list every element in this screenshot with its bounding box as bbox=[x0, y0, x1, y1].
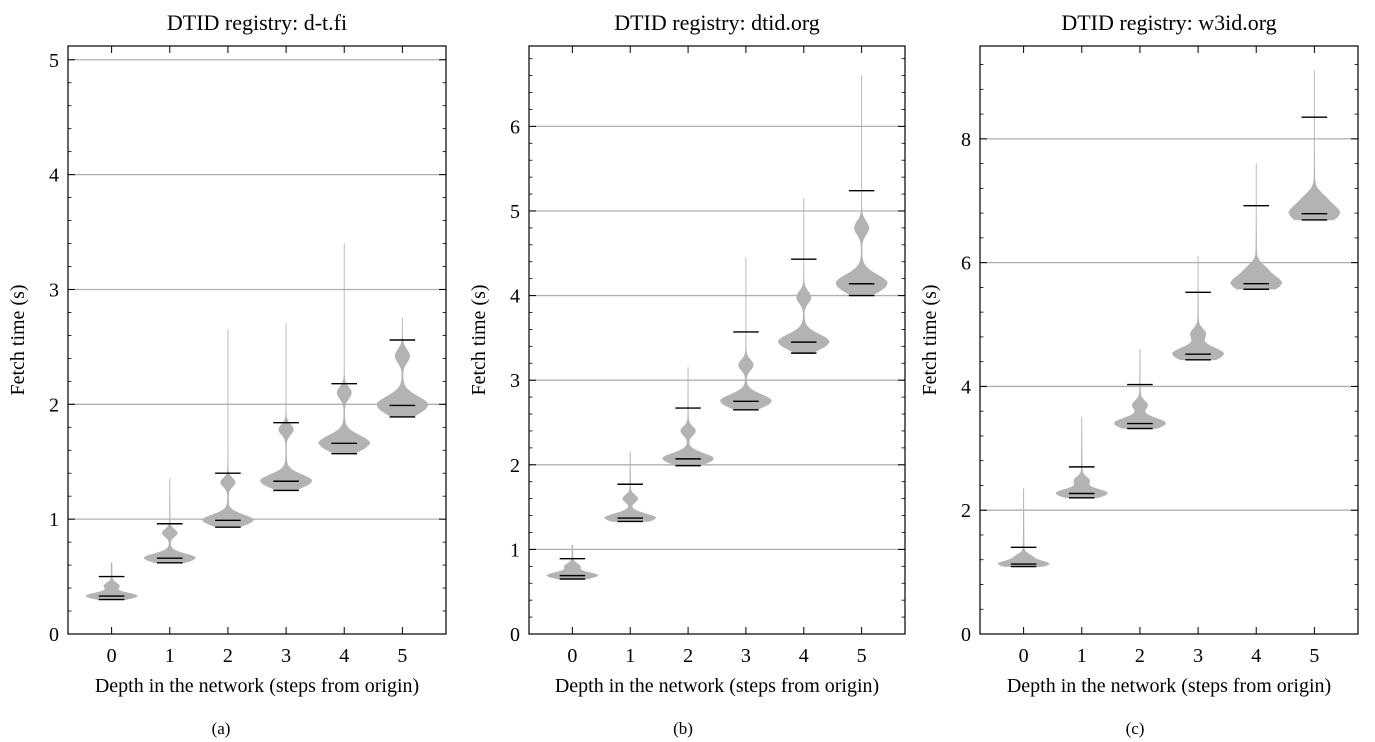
x-tick-label: 3 bbox=[1193, 645, 1203, 667]
y-tick-label: 2 bbox=[510, 455, 520, 477]
y-tick-label: 4 bbox=[961, 376, 971, 398]
axes-frame bbox=[979, 45, 1359, 635]
x-tick-label: 2 bbox=[683, 645, 693, 667]
y-tick-label: 4 bbox=[510, 286, 520, 308]
violin-body-depth-2 bbox=[1113, 348, 1166, 429]
violin-body-depth-4 bbox=[318, 243, 371, 454]
x-tick-label: 1 bbox=[165, 645, 175, 667]
violin-body-depth-1 bbox=[1055, 417, 1108, 499]
axes-frame bbox=[528, 45, 906, 635]
chart-panel-1: 0 1 2 3 4 5 6 0 1 2 3 4 5 DTID registry: dtid.org Dept… bbox=[468, 10, 906, 738]
violin-body-depth-4 bbox=[777, 197, 830, 354]
violin-body-depth-5 bbox=[376, 317, 429, 418]
x-tick-label: 3 bbox=[741, 645, 751, 667]
y-tick-label: 1 bbox=[510, 539, 520, 561]
violin-body-depth-0 bbox=[546, 544, 599, 580]
x-tick-label: 3 bbox=[281, 645, 291, 667]
x-tick-label: 0 bbox=[1019, 645, 1029, 667]
y-tick-label: 2 bbox=[961, 500, 971, 522]
x-tick-label: 4 bbox=[1251, 645, 1261, 667]
panel-caption: (a) bbox=[212, 719, 231, 738]
violin-body-depth-1 bbox=[143, 478, 196, 564]
y-axis-label: Fetch time (s) bbox=[7, 284, 29, 395]
x-axis-label: Depth in the network (steps from origin) bbox=[1007, 675, 1331, 697]
x-tick-label: 0 bbox=[567, 645, 577, 667]
violin-body-depth-3 bbox=[260, 323, 313, 491]
y-tick-label: 1 bbox=[49, 509, 59, 531]
x-tick-label: 0 bbox=[107, 645, 117, 667]
violin-body-depth-5 bbox=[835, 75, 888, 296]
y-tick-label: 3 bbox=[510, 370, 520, 392]
x-tick-label: 1 bbox=[625, 645, 635, 667]
y-tick-label: 4 bbox=[49, 165, 59, 187]
x-tick-label: 5 bbox=[857, 645, 867, 667]
panel-caption: (b) bbox=[673, 719, 693, 738]
violin-body-depth-5 bbox=[1288, 70, 1341, 221]
y-tick-label: 2 bbox=[49, 394, 59, 416]
chart-title: DTID registry: d-t.fi bbox=[167, 10, 347, 35]
y-axis-label: Fetch time (s) bbox=[468, 284, 490, 395]
x-tick-label: 5 bbox=[397, 645, 407, 667]
x-tick-label: 1 bbox=[1077, 645, 1087, 667]
x-tick-label: 2 bbox=[1135, 645, 1145, 667]
chart-title: DTID registry: dtid.org bbox=[614, 10, 820, 35]
y-tick-label: 5 bbox=[49, 50, 59, 72]
chart-panel-0: 0 1 2 3 4 5 0 1 2 3 4 5 DTID registry: d-t.fi Depth i… bbox=[7, 10, 447, 738]
violin-body-depth-3 bbox=[1172, 256, 1225, 361]
x-tick-label: 2 bbox=[223, 645, 233, 667]
y-tick-label: 5 bbox=[510, 201, 520, 223]
y-tick-label: 6 bbox=[961, 253, 971, 275]
x-tick-label: 5 bbox=[1309, 645, 1319, 667]
chart-panel-2: 0 2 4 6 8 0 1 2 3 4 5 DTID registry: w3id.org Depth … bbox=[919, 10, 1359, 738]
y-axis-label: Fetch time (s) bbox=[919, 284, 941, 395]
violin-body-depth-4 bbox=[1230, 163, 1283, 290]
y-tick-label: 0 bbox=[510, 624, 520, 646]
chart-title: DTID registry: w3id.org bbox=[1061, 10, 1276, 35]
violin-body-depth-1 bbox=[604, 451, 657, 522]
x-tick-label: 4 bbox=[799, 645, 809, 667]
panel-caption: (c) bbox=[1126, 719, 1145, 738]
violin-body-depth-2 bbox=[201, 329, 255, 528]
violin-body-depth-2 bbox=[662, 367, 715, 466]
y-tick-label: 0 bbox=[49, 624, 59, 646]
y-tick-label: 0 bbox=[961, 624, 971, 646]
x-axis-label: Depth in the network (steps from origin) bbox=[95, 675, 419, 697]
axes-frame bbox=[67, 45, 447, 635]
x-tick-label: 4 bbox=[339, 645, 349, 667]
violin-body-depth-0 bbox=[85, 562, 138, 600]
violin-body-depth-0 bbox=[997, 488, 1050, 567]
violin-body-depth-3 bbox=[720, 257, 772, 411]
y-tick-label: 6 bbox=[510, 116, 520, 138]
y-tick-label: 8 bbox=[961, 129, 971, 151]
y-tick-label: 3 bbox=[49, 279, 59, 301]
x-axis-label: Depth in the network (steps from origin) bbox=[555, 675, 879, 697]
